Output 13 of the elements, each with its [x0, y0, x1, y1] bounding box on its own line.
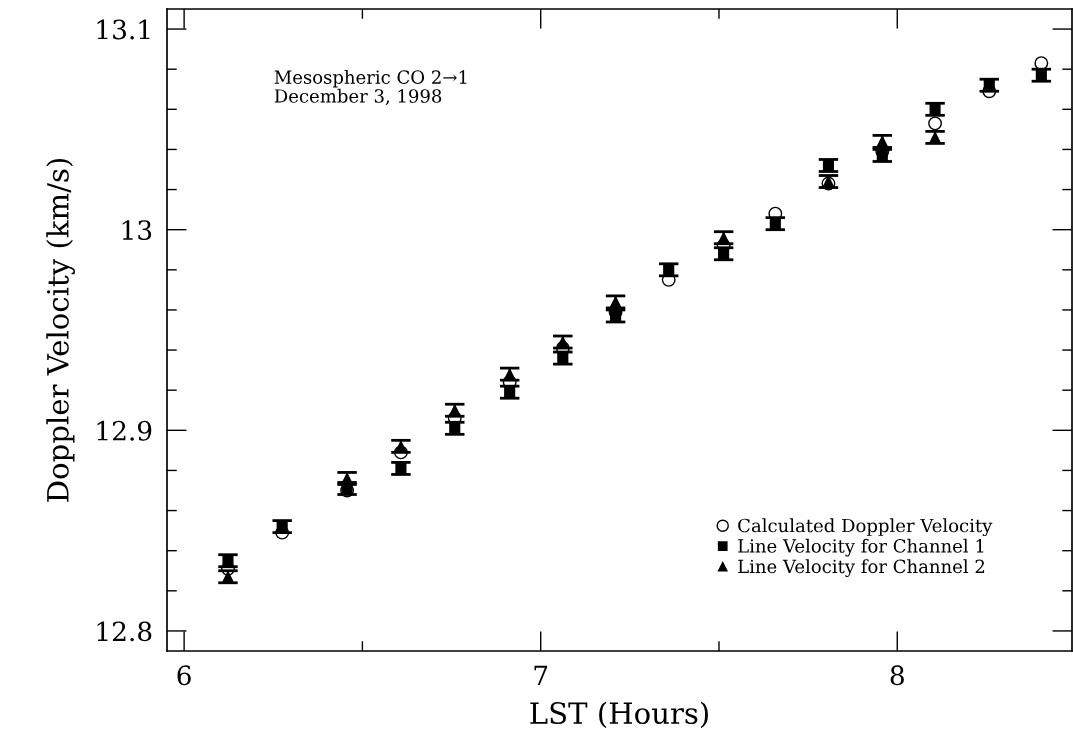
legend-label: Line Velocity for Channel 1	[738, 538, 984, 557]
annotation: Mesospheric CO 2→1 December 3, 1998	[274, 69, 467, 106]
x-tick-label: 6	[177, 665, 191, 686]
legend-label: Line Velocity for Channel 2	[738, 559, 985, 577]
x-tick-label: 8	[890, 665, 904, 686]
y-axis-title: Doppler Velocity (km/s)	[46, 158, 75, 502]
y-tick-label: 12.8	[97, 621, 152, 642]
legend-label: Calculated Doppler Velocity	[738, 518, 993, 537]
y-tick-label: 13.1	[97, 19, 150, 40]
x-tick-label: 7	[534, 665, 548, 685]
y-tick-label: 12.9	[97, 420, 152, 441]
y-tick-label: 13	[122, 220, 152, 241]
x-axis-title: LST (Hours)	[530, 701, 708, 729]
